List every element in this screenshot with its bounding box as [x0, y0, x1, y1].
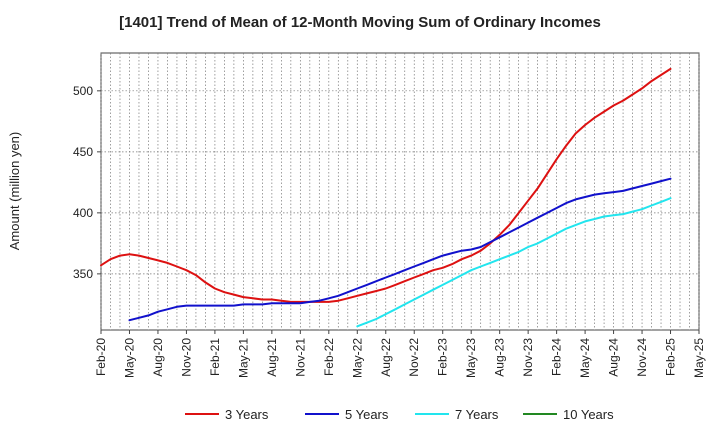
series-line-7-years	[356, 197, 672, 328]
grid-lines	[100, 53, 700, 330]
x-tick-label: Aug-21	[265, 338, 279, 377]
plot-border	[100, 52, 700, 331]
y-tick-label: 400	[73, 206, 93, 220]
x-tick-label: Aug-20	[151, 338, 165, 377]
chart-title: [1401] Trend of Mean of 12-Month Moving …	[119, 14, 601, 31]
x-tick-label: Feb-23	[436, 338, 450, 376]
y-tick-label: 350	[73, 267, 93, 281]
legend-label-10-years: 10 Years	[563, 407, 614, 422]
series-line-3-years	[100, 67, 672, 303]
x-tick-label: Aug-23	[493, 338, 507, 377]
x-tick-label: Aug-22	[379, 338, 393, 377]
x-tick-label: May-20	[122, 338, 136, 378]
y-tick-label: 500	[73, 84, 93, 98]
x-tick-label: May-25	[692, 338, 706, 378]
x-tick-label: Nov-21	[293, 338, 307, 377]
x-tick-label: May-24	[578, 338, 592, 378]
legend: 3 Years 5 Years 7 Years 10 Years	[185, 407, 614, 422]
legend-label-7-years: 7 Years	[455, 407, 499, 422]
x-tick-label: Feb-21	[208, 338, 222, 376]
series-line-5-years	[128, 177, 672, 322]
x-tick-label: May-23	[464, 338, 478, 378]
series-lines	[100, 67, 672, 328]
plot-area	[100, 52, 700, 331]
x-tick-label: Feb-20	[94, 338, 108, 376]
x-tick-label: Nov-22	[407, 338, 421, 377]
legend-label-3-years: 3 Years	[225, 407, 269, 422]
y-tick-label: 450	[73, 145, 93, 159]
x-tick-label: May-21	[236, 338, 250, 378]
x-axis-ticks: Feb-20 May-20 Aug-20 Nov-20 Feb-21 May-21 Aug-…	[94, 330, 706, 378]
x-tick-label: Feb-24	[550, 338, 564, 376]
x-tick-label: Feb-25	[664, 338, 678, 376]
y-axis-label: Amount (million yen)	[7, 132, 22, 251]
x-tick-label: Nov-23	[521, 338, 535, 377]
y-axis-ticks: 350 400 450 500	[73, 84, 101, 281]
x-tick-label: Aug-24	[607, 338, 621, 377]
x-tick-label: May-22	[350, 338, 364, 378]
x-tick-label: Feb-22	[322, 338, 336, 376]
x-tick-label: Nov-20	[179, 338, 193, 377]
legend-label-5-years: 5 Years	[345, 407, 389, 422]
x-tick-label: Nov-24	[635, 338, 649, 377]
